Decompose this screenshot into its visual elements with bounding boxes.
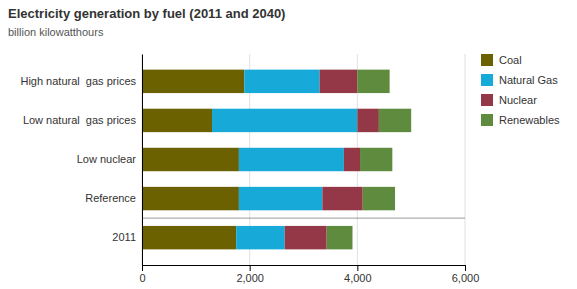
x-tick-mark — [142, 265, 143, 271]
legend: Coal Natural Gas Nuclear Renewables — [481, 54, 560, 126]
bar — [142, 187, 239, 210]
grid — [142, 54, 465, 265]
grid-line — [465, 54, 466, 265]
y-tick-label: Low natural gas prices — [23, 114, 137, 126]
x-tick: 4,000 — [344, 265, 372, 284]
legend-label: Coal — [499, 54, 522, 66]
x-tick-mark — [465, 265, 466, 271]
bar — [142, 148, 239, 171]
x-axis: 0 2,000 4,000 6,000 — [139, 265, 479, 284]
bars — [142, 70, 411, 250]
legend-swatch — [481, 74, 493, 86]
y-tick: Reference — [85, 192, 142, 204]
x-tick-label: 2,000 — [236, 272, 264, 284]
legend-label: Natural Gas — [499, 74, 558, 86]
y-tick-label: Low nuclear — [77, 153, 137, 165]
y-tick-label: Reference — [85, 192, 136, 204]
x-tick-mark — [250, 265, 251, 271]
legend-item: Natural Gas — [481, 74, 558, 86]
subtitle: billion kilowatthours — [8, 26, 104, 38]
title: Electricity generation by fuel (2011 and… — [8, 6, 285, 21]
bar — [322, 187, 362, 210]
series — [142, 70, 244, 250]
bar — [244, 70, 319, 93]
separator — [142, 218, 465, 219]
y-tick-label: High natural gas prices — [20, 75, 136, 87]
bar — [357, 70, 389, 93]
bar — [142, 109, 212, 132]
bar — [360, 148, 392, 171]
x-tick: 0 — [139, 265, 145, 284]
bar — [320, 70, 358, 93]
bar — [344, 148, 360, 171]
x-tick-mark — [357, 265, 358, 271]
bar — [357, 109, 379, 132]
x-tick-label: 4,000 — [344, 272, 372, 284]
x-tick: 2,000 — [236, 265, 264, 284]
bar — [239, 148, 344, 171]
legend-swatch — [481, 54, 493, 66]
chart: Electricity generation by fuel (2011 and… — [0, 0, 577, 289]
x-tick-label: 0 — [139, 272, 145, 284]
bar — [142, 226, 236, 249]
legend-label: Nuclear — [499, 94, 537, 106]
bar — [327, 226, 353, 249]
series — [327, 70, 412, 250]
legend-item: Nuclear — [481, 94, 537, 106]
bar — [236, 226, 284, 249]
legend-swatch — [481, 94, 493, 106]
y-tick: 2011 — [112, 231, 142, 243]
bar — [363, 187, 395, 210]
y-tick: High natural gas prices — [20, 75, 142, 87]
y-axis: High natural gas prices Low natural gas p… — [20, 55, 142, 266]
bar — [239, 187, 322, 210]
y-tick-label: 2011 — [112, 231, 136, 243]
legend-item: Coal — [481, 54, 522, 66]
legend-label: Renewables — [499, 114, 560, 126]
bar — [142, 70, 244, 93]
grid-line — [142, 54, 143, 265]
x-tick: 6,000 — [452, 265, 480, 284]
bar — [212, 109, 357, 132]
bar — [285, 226, 327, 249]
x-axis-line — [143, 266, 466, 272]
series — [212, 70, 357, 250]
x-tick-label: 6,000 — [452, 272, 480, 284]
plot: 0 2,000 4,000 6,000 High natural gas prices L… — [20, 54, 479, 284]
legend-item: Renewables — [481, 114, 560, 126]
y-axis-line — [142, 55, 143, 266]
bar — [379, 109, 411, 132]
y-tick: Low natural gas prices — [23, 114, 142, 126]
legend-swatch — [481, 114, 493, 126]
y-tick: Low nuclear — [77, 153, 142, 165]
